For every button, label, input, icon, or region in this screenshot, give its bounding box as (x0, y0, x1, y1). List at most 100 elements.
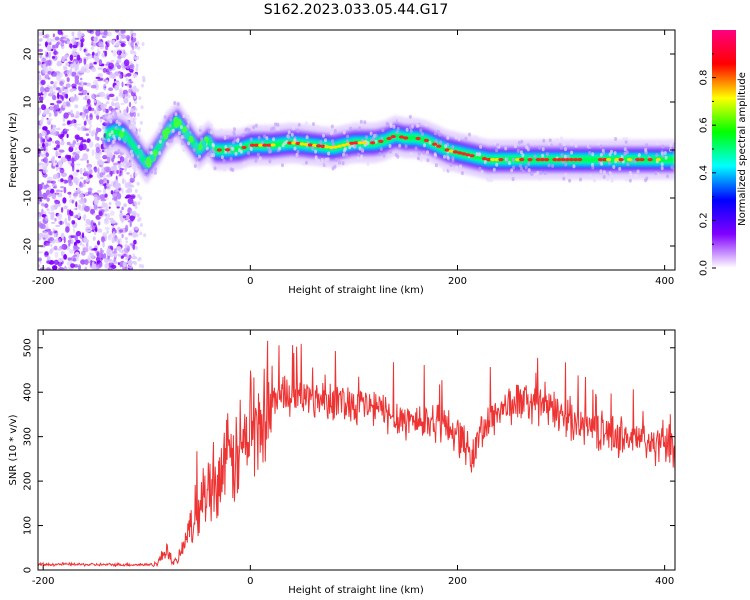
colorbar: 0.0 0.2 0.4 0.6 0.8 Normalized spectral ampl… (699, 30, 748, 276)
peak-marker (149, 154, 155, 162)
peak-marker (328, 145, 334, 149)
peak-marker (618, 158, 624, 162)
peak-marker (494, 158, 500, 162)
colorbar-tick-label: 0.6 (699, 117, 710, 133)
ridge-band-4 (105, 117, 675, 169)
peak-marker (253, 143, 260, 147)
peak-marker (461, 152, 467, 156)
peak-marker (486, 158, 492, 162)
peak-marker (544, 158, 550, 162)
spectrogram-y-tick-label: 20 (23, 48, 34, 61)
snr-axes: -200 0 200 400 0 100 200 300 400 500 (23, 330, 675, 587)
peak-marker (552, 158, 558, 162)
peak-marker (201, 139, 207, 147)
snr-series-line (38, 340, 675, 568)
spectrogram-x-tick-label: 400 (655, 276, 674, 287)
snr-y-tick-label: 0 (23, 567, 34, 573)
snr-y-tick-label: 100 (23, 516, 34, 535)
spectrogram-heat-layer (38, 30, 675, 270)
peak-marker (635, 158, 641, 162)
snr-y-tick-label: 500 (23, 338, 34, 357)
peak-marker (336, 144, 342, 148)
peak-marker (655, 158, 662, 162)
peak-marker (527, 158, 533, 162)
peak-marker (341, 143, 347, 147)
peak-marker (299, 142, 305, 146)
peak-marker (498, 158, 504, 162)
peak-marker (519, 158, 525, 162)
snr-y-tick-label: 300 (23, 427, 34, 446)
peak-marker (432, 142, 438, 146)
snr-frame (37, 329, 676, 571)
peak-marker (353, 141, 359, 145)
spectrogram-panel: -200 0 200 400 -20 -10 0 10 20 Height of straigh… (8, 29, 676, 296)
peak-marker (262, 143, 268, 147)
peak-marker (602, 158, 608, 162)
peak-marker (176, 119, 182, 126)
peak-marker (324, 145, 330, 149)
spectrogram-x-tick-label: -200 (32, 276, 55, 287)
peak-marker (291, 141, 297, 145)
peak-marker (465, 153, 471, 157)
spectrogram-ridge-fuzz (104, 101, 675, 183)
spectrogram-x-tick-label: 200 (448, 276, 467, 287)
peak-marker (182, 126, 188, 134)
spectrogram-axes: -200 0 200 400 -20 -10 0 10 20 (23, 30, 675, 287)
snr-x-axis-title: Height of straight line (km) (288, 585, 424, 596)
peak-marker (152, 149, 158, 157)
peak-marker (448, 149, 454, 153)
spectrogram-y-tick-label: -20 (23, 238, 34, 254)
peak-marker (197, 143, 203, 151)
snr-y-tick-label: 200 (23, 472, 34, 491)
peak-marker (481, 157, 487, 161)
peak-marker (162, 129, 168, 137)
peak-marker (647, 158, 653, 162)
peak-marker (403, 136, 409, 140)
peak-marker (320, 144, 326, 148)
peak-marker (224, 148, 231, 152)
peak-marker (241, 145, 247, 150)
colorbar-ticks: 0.0 0.2 0.4 0.6 0.8 (699, 53, 716, 276)
snr-x-tick-label: 200 (448, 576, 467, 587)
peak-marker (303, 142, 309, 147)
peak-marker (415, 136, 421, 141)
peak-marker (515, 158, 521, 162)
peak-marker (490, 158, 496, 162)
peak-marker (316, 144, 322, 148)
peak-marker (361, 141, 367, 145)
colorbar-title: Normalized spectral amplitude (737, 72, 748, 226)
peak-marker (378, 139, 384, 143)
peak-marker (606, 158, 612, 162)
peak-marker (266, 143, 272, 147)
spectrogram-x-tick-label: 0 (247, 276, 253, 287)
spectrogram-y-axis-title: Frequency (Hz) (8, 112, 19, 188)
peak-marker (386, 136, 392, 141)
peak-marker (345, 142, 351, 146)
peak-marker (145, 156, 151, 164)
snr-plot-area (38, 330, 675, 570)
peak-marker (399, 135, 405, 139)
colorbar-tick-label: 0.8 (699, 70, 710, 86)
spectrogram-y-tick-label: 0 (23, 147, 34, 153)
peak-marker (307, 143, 313, 147)
snr-panel: -200 0 200 400 0 100 200 300 400 500 Height of st… (8, 329, 676, 596)
peak-marker (452, 150, 458, 154)
peak-marker (573, 158, 579, 162)
colorbar-tick-label: 0.0 (699, 260, 710, 276)
snr-x-tick-label: 400 (655, 576, 674, 587)
peak-marker (390, 135, 396, 139)
peak-marker (444, 148, 450, 152)
spectrogram-ridge-bands (105, 101, 675, 185)
peak-marker (577, 158, 583, 162)
peak-marker (185, 130, 191, 138)
peak-marker (357, 141, 363, 145)
spectrogram-x-axis-title: Height of straight line (km) (288, 285, 424, 296)
peak-marker (258, 143, 264, 147)
peak-marker (535, 158, 541, 162)
peak-marker (138, 149, 144, 157)
colorbar-tick-label: 0.4 (699, 165, 710, 181)
peak-marker (560, 158, 566, 162)
snr-y-tick-label: 400 (23, 383, 34, 402)
peak-marker (539, 158, 546, 162)
